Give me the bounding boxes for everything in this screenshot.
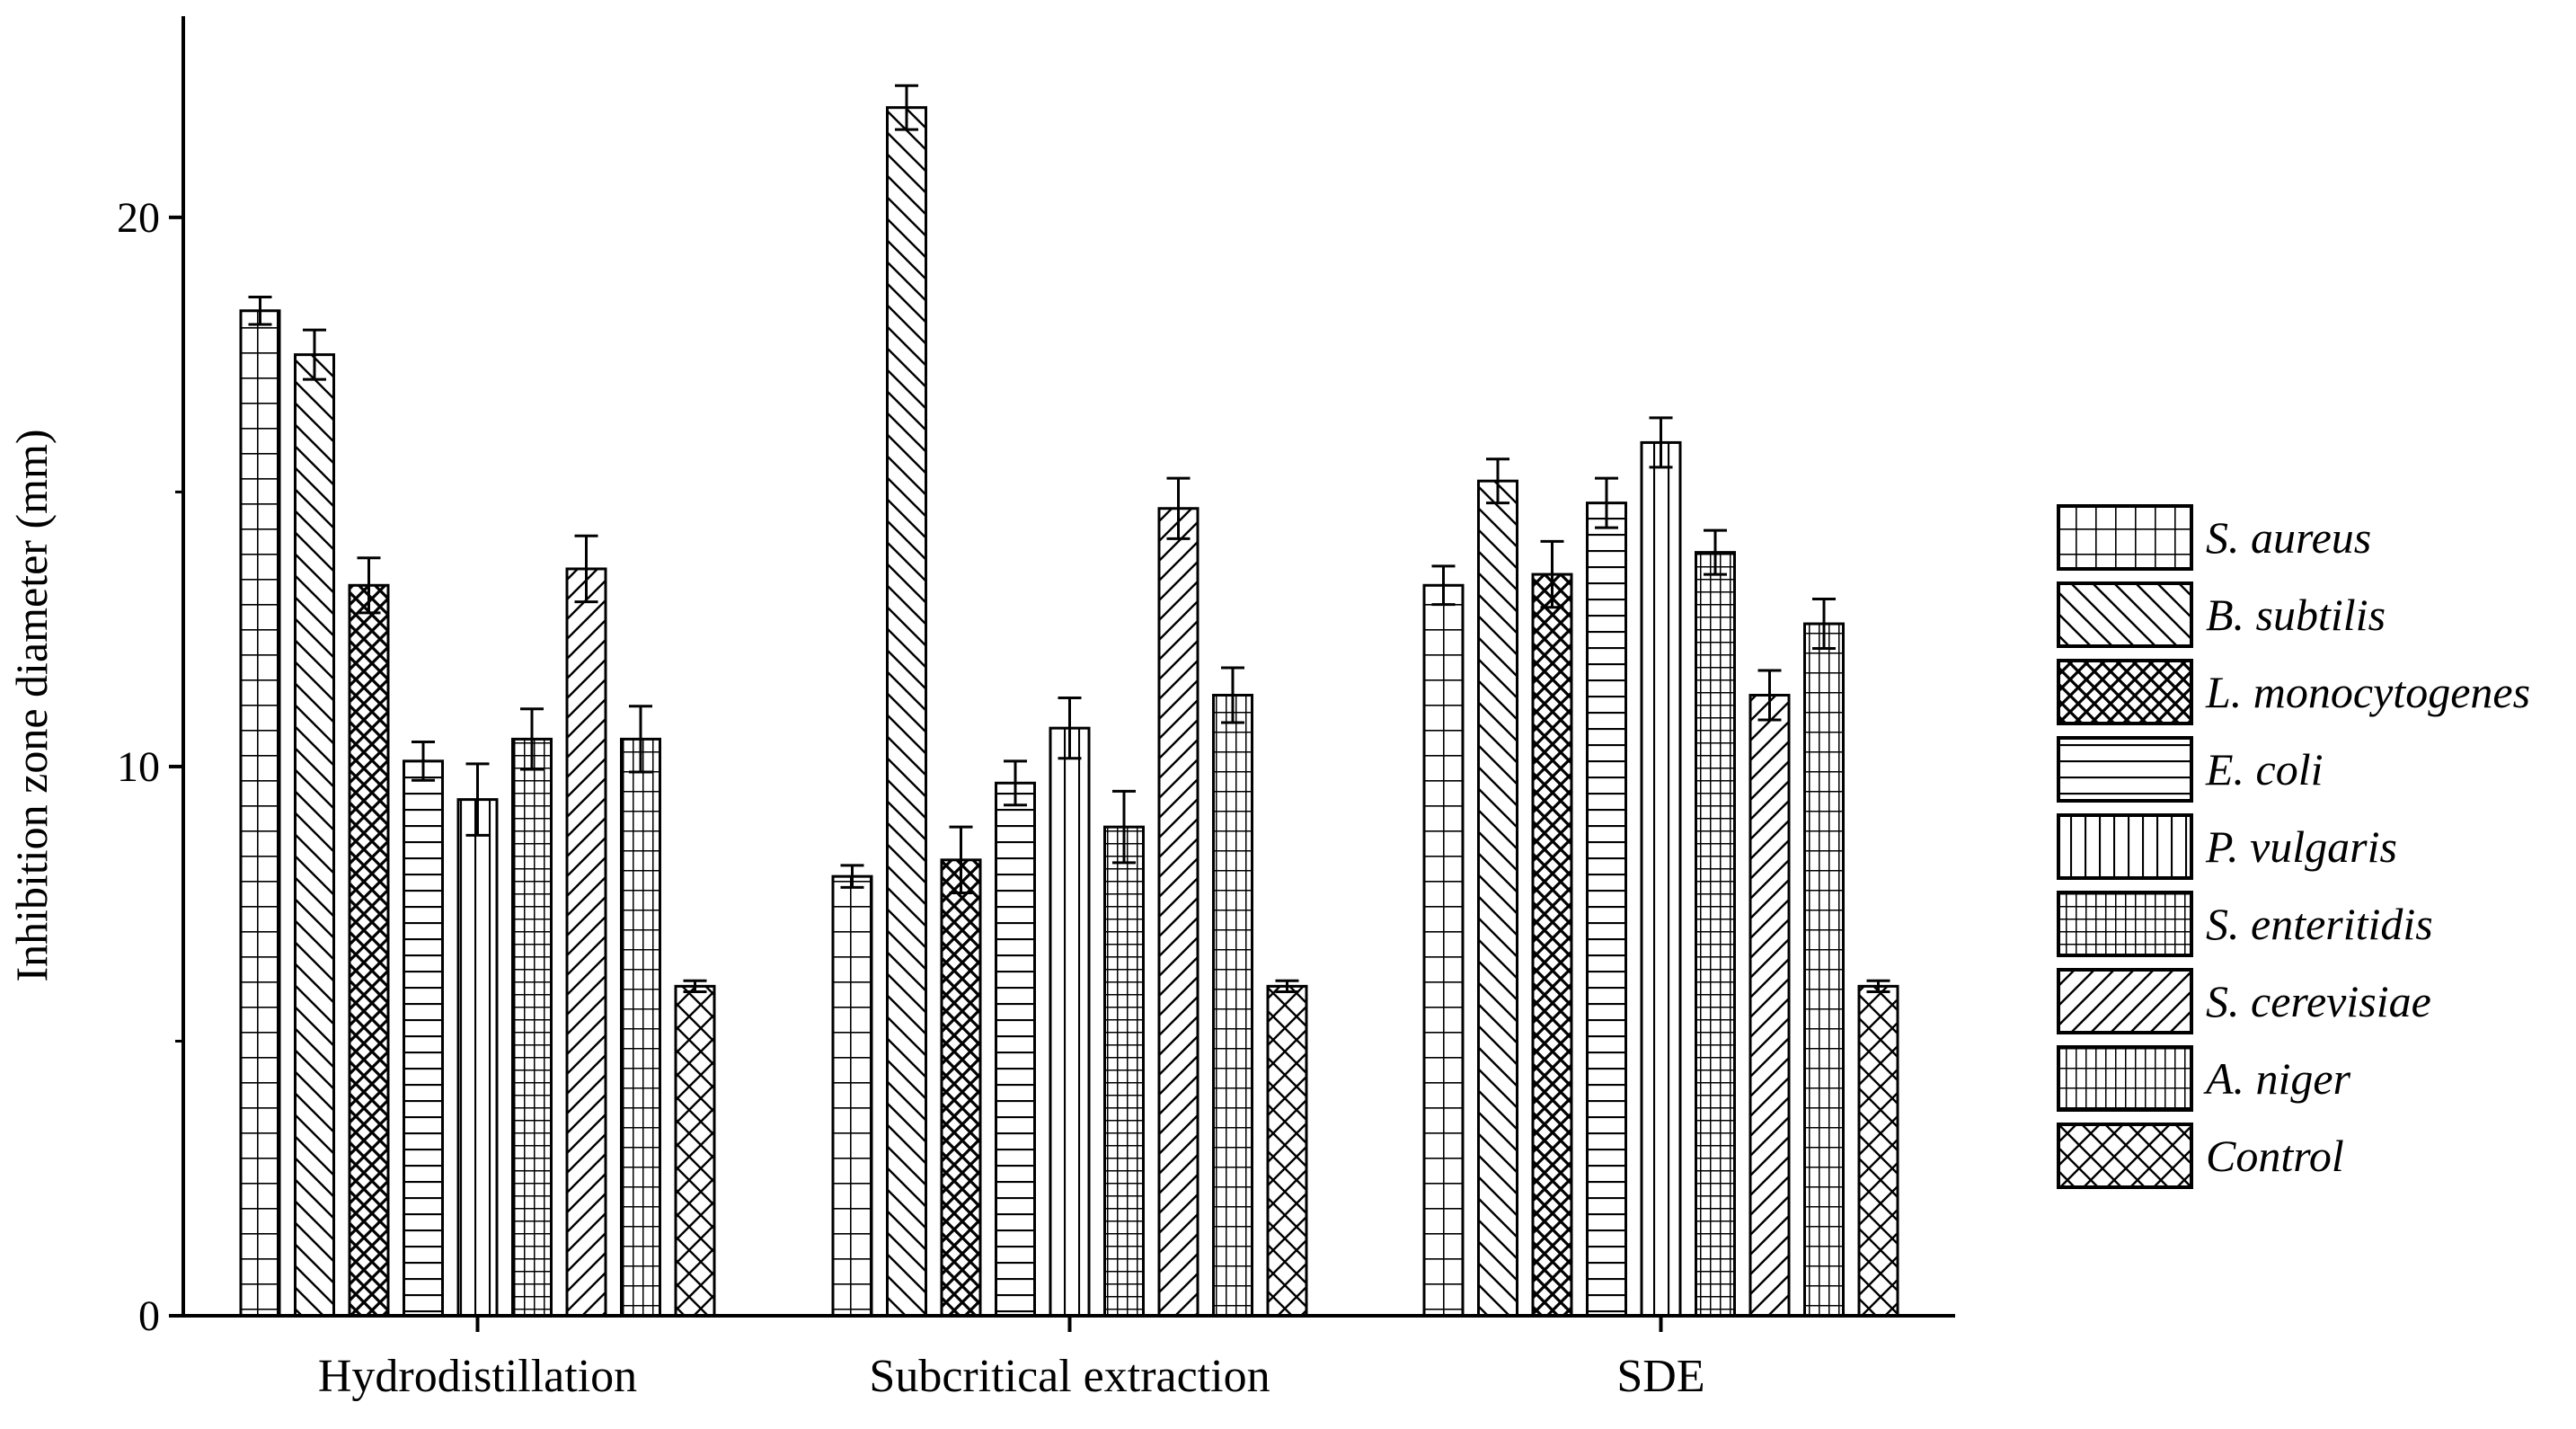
bar — [1640, 440, 1682, 1318]
error-bar — [412, 740, 435, 782]
error-bar — [1649, 416, 1673, 469]
bar — [565, 567, 607, 1318]
legend-swatch — [2057, 891, 2193, 957]
error-bar — [683, 979, 707, 993]
bar — [1586, 501, 1627, 1318]
bar — [1157, 507, 1199, 1318]
bar — [1103, 825, 1145, 1318]
bar — [886, 106, 927, 1318]
bar — [1857, 984, 1899, 1318]
error-bar — [574, 534, 598, 604]
legend-label: S. enteritidis — [2206, 899, 2433, 949]
error-bar — [1757, 669, 1782, 722]
y-axis-title: Inhibition zone diameter (mm) — [6, 429, 57, 981]
error-bar — [520, 707, 544, 771]
error-bar — [1058, 697, 1082, 760]
bar — [995, 781, 1036, 1318]
error-bar — [629, 705, 652, 774]
bar — [1422, 583, 1465, 1318]
legend-label: L. monocytogenes — [2205, 667, 2530, 717]
legend: S. aureus B. subtilis L. monocytogenes E. c… — [2057, 504, 2530, 1189]
plot-area — [239, 84, 1899, 1318]
x-categories: Hydrodistillation Subcritical extraction S… — [318, 1316, 1705, 1402]
legend-swatch — [2057, 1123, 2193, 1189]
error-bar — [1166, 476, 1191, 540]
bar — [511, 737, 553, 1318]
bar — [456, 798, 499, 1318]
legend-swatch — [2057, 659, 2193, 725]
legend-label: S. aureus — [2206, 512, 2371, 563]
legend-label: B. subtilis — [2206, 590, 2386, 640]
legend-swatch — [2057, 1045, 2193, 1112]
error-bar — [1112, 789, 1136, 865]
error-bar — [465, 762, 490, 837]
bar — [620, 737, 661, 1318]
bar — [294, 353, 335, 1318]
y-tick-label: 0 — [138, 1292, 160, 1340]
bar — [1748, 693, 1791, 1318]
bar — [403, 759, 444, 1318]
legend-label: Control — [2206, 1131, 2344, 1181]
bar — [831, 874, 873, 1318]
x-category-label: SDE — [1616, 1351, 1704, 1402]
legend-label: A. niger — [2203, 1053, 2351, 1104]
error-bar — [1866, 979, 1890, 993]
legend-swatch — [2057, 581, 2193, 648]
legend-label: P. vulgaris — [2205, 821, 2397, 872]
error-bar — [949, 825, 973, 894]
error-bar — [1486, 457, 1509, 505]
bar — [940, 858, 982, 1318]
bar — [674, 984, 716, 1318]
legend-swatch — [2057, 736, 2193, 803]
legend-swatch — [2057, 968, 2193, 1034]
error-bar — [1004, 759, 1027, 807]
error-bar — [1275, 979, 1299, 993]
error-bar — [303, 328, 326, 381]
legend-swatch — [2057, 504, 2193, 571]
x-category-label: Subcritical extraction — [869, 1351, 1270, 1402]
y-tick-label: 20 — [117, 194, 160, 242]
bar — [1531, 572, 1573, 1318]
x-category-label: Hydrodistillation — [318, 1351, 637, 1402]
bar — [348, 583, 390, 1318]
y-ticks: 0 10 20 — [117, 194, 183, 1340]
error-bar — [357, 556, 381, 615]
legend-swatch — [2057, 813, 2193, 880]
error-bar — [1812, 598, 1836, 651]
bar — [1212, 693, 1253, 1318]
legend-label: E. coli — [2205, 744, 2324, 794]
error-bar — [895, 84, 918, 131]
error-bar — [1595, 476, 1618, 529]
y-tick-label: 10 — [117, 743, 160, 791]
error-bar — [840, 864, 864, 889]
error-bar — [1221, 666, 1244, 724]
error-bar — [248, 295, 272, 326]
error-bar — [1431, 564, 1456, 607]
bar — [1477, 479, 1518, 1318]
bar — [1803, 622, 1845, 1318]
bar — [1266, 984, 1308, 1318]
bar — [239, 309, 281, 1318]
legend-label: S. cerevisiae — [2206, 976, 2431, 1026]
error-bar — [1704, 528, 1727, 576]
bar — [1695, 551, 1736, 1318]
bar — [1049, 726, 1091, 1318]
error-bar — [1540, 539, 1564, 609]
